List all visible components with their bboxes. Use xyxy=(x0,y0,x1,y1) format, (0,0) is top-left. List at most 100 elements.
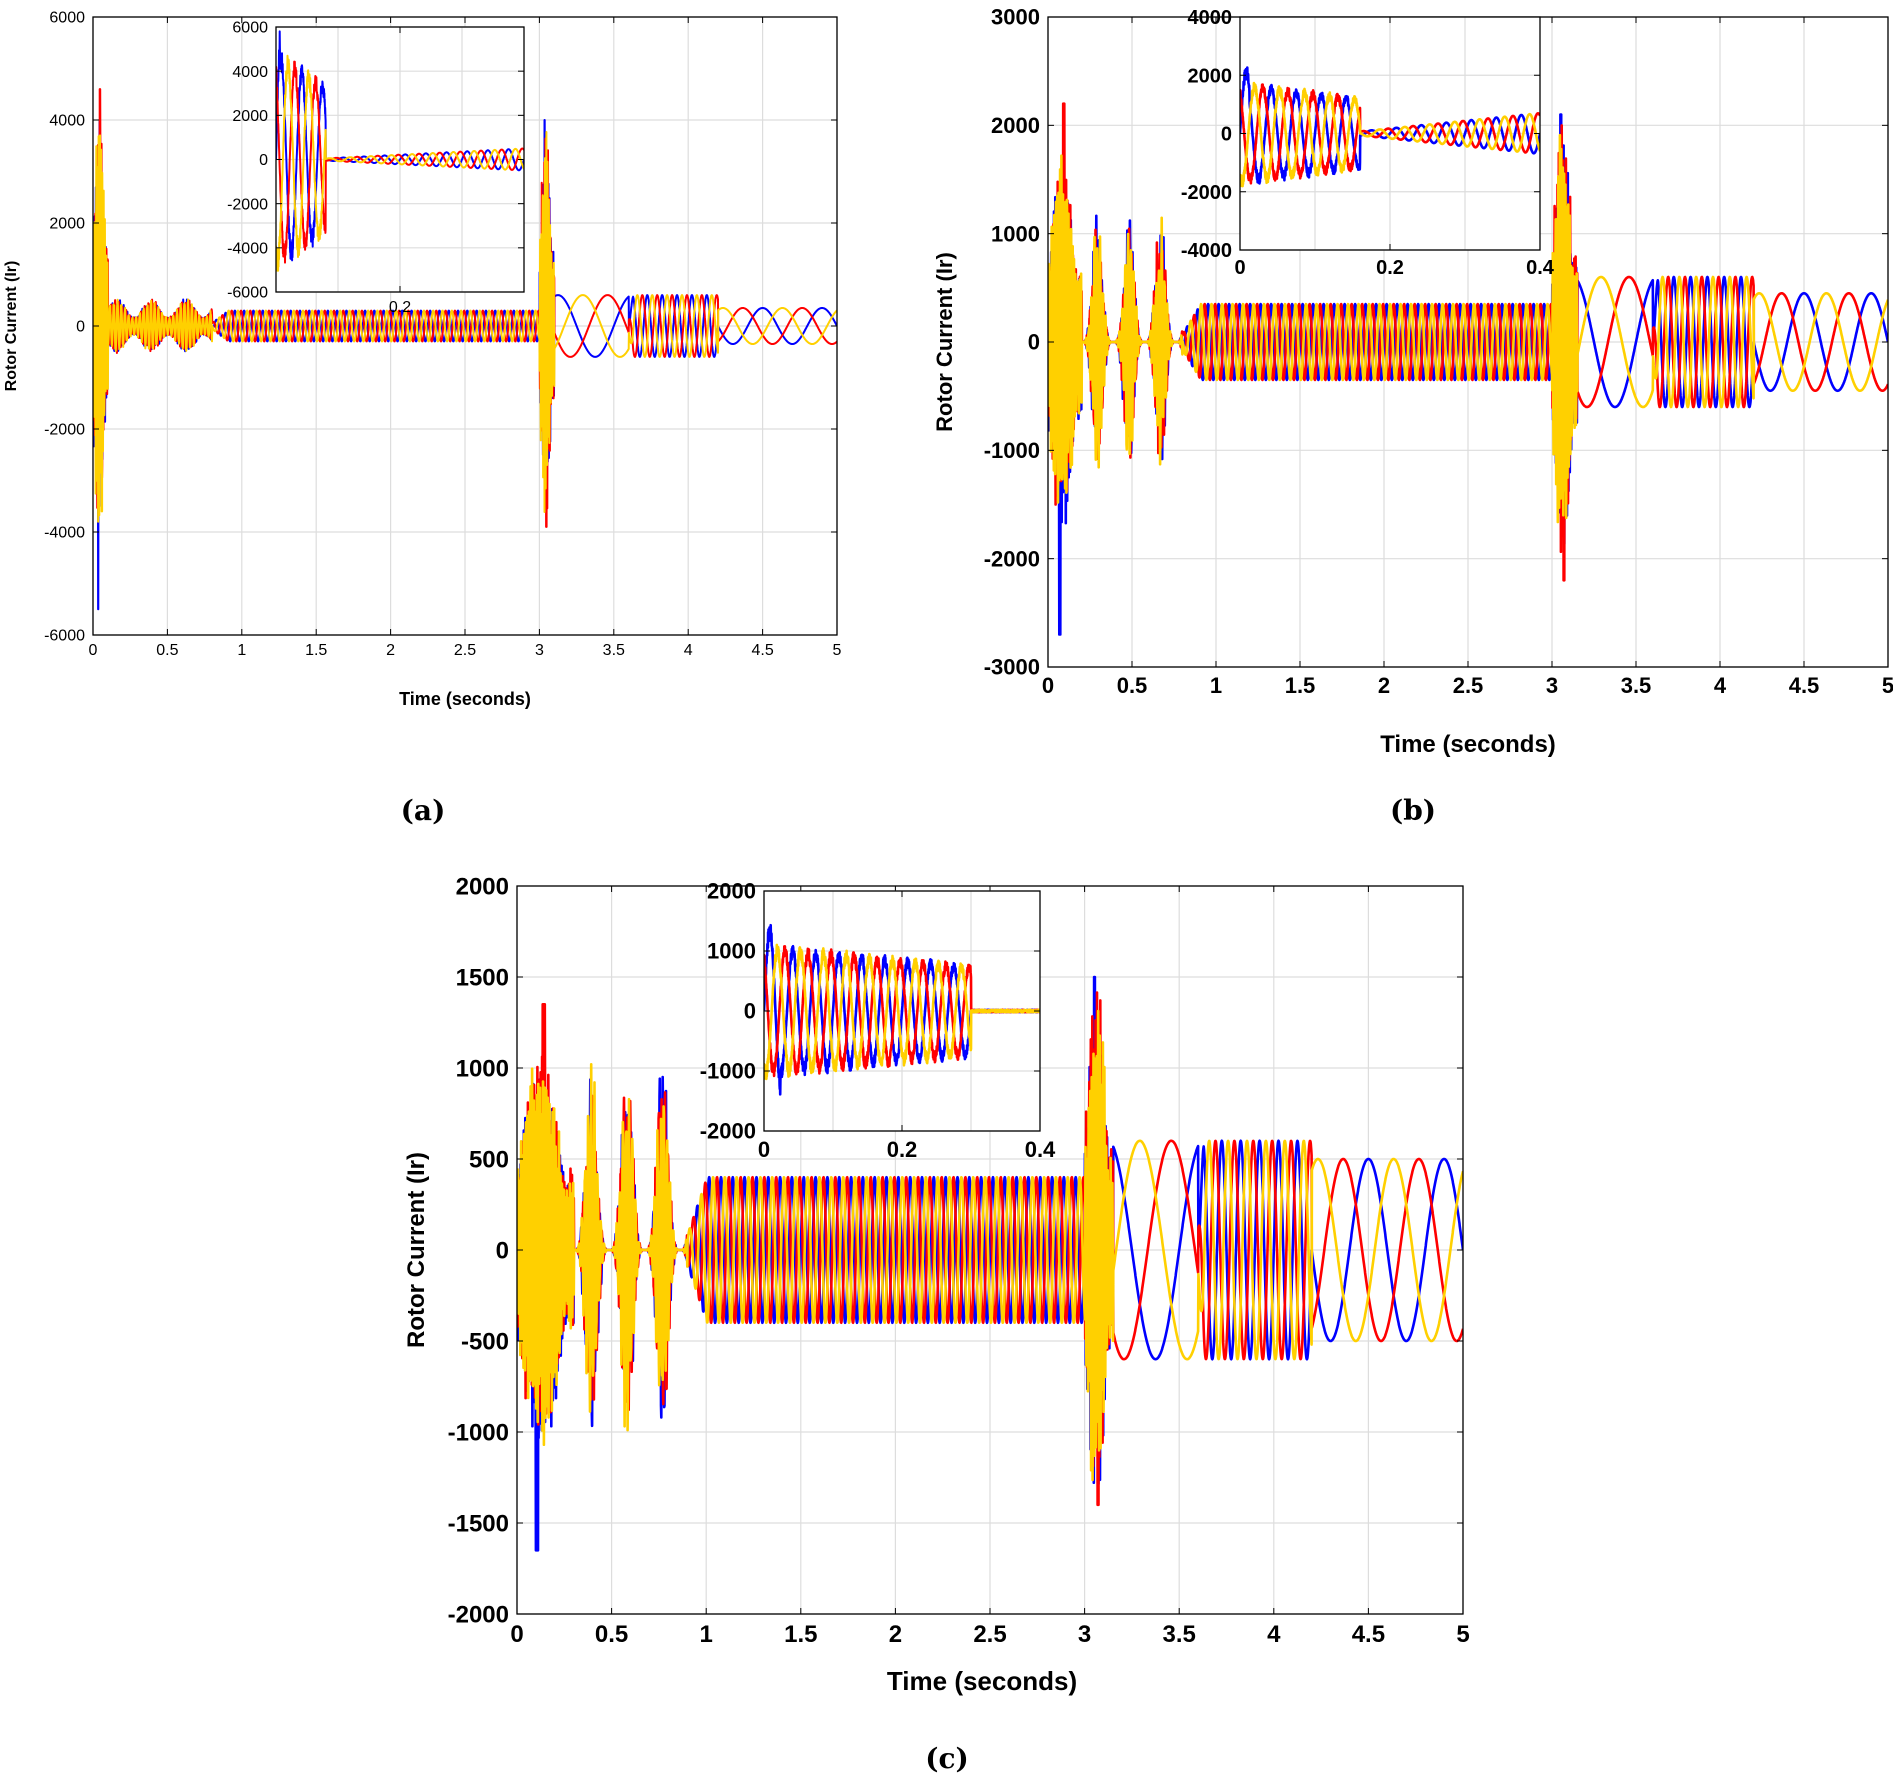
chart-c-ytick-label-3: -500 xyxy=(461,1328,509,1355)
chart-a-ytick-label-1: -4000 xyxy=(44,525,85,542)
chart-b-xtick-label-0: 0 xyxy=(1042,673,1054,698)
chart-a-inset-series-phase-b xyxy=(276,60,524,264)
chart-a-ytick-label-5: 4000 xyxy=(49,113,85,130)
chart-a-xtick-label-6: 3 xyxy=(535,642,544,659)
chart-b-ytick-label-1: -2000 xyxy=(984,546,1040,571)
chart-a-ytick-label-2: -2000 xyxy=(44,422,85,439)
chart-b-inset-xtick-label-2: 0.4 xyxy=(1526,257,1555,279)
chart-a-xtick-label-7: 3.5 xyxy=(603,642,625,659)
chart-c-ytick-label-7: 1500 xyxy=(456,964,509,991)
chart-b-inset-xtick-label-1: 0.2 xyxy=(1376,257,1404,279)
chart-a-inset-ytick-label-5: 4000 xyxy=(232,64,268,81)
chart-b-xtick-label-8: 4 xyxy=(1714,673,1727,698)
chart-b-inset-series-phase-c xyxy=(1240,81,1540,188)
chart-a-inset-ytick-label-0: -6000 xyxy=(227,285,268,302)
chart-c-inset-xtick-label-1: 0.2 xyxy=(887,1137,918,1162)
chart-a-xtick-label-1: 0.5 xyxy=(156,642,178,659)
chart-c-xtick-label-3: 1.5 xyxy=(784,1621,817,1648)
chart-b-ytick-label-6: 3000 xyxy=(991,5,1040,30)
chart-a-ylabel: Rotor Current (Ir) xyxy=(3,261,20,392)
chart-c-xtick-label-2: 1 xyxy=(700,1621,713,1648)
chart-a-inset-ytick-label-1: -4000 xyxy=(227,240,268,257)
chart-c-xtick-label-4: 2 xyxy=(889,1621,902,1648)
chart-b-xtick-label-7: 3.5 xyxy=(1621,673,1652,698)
panel-c: 0 0.5 1 1.5 2 2.5 3 3.5 4 4.5 5 -2000 -1500 -1000 -500… xyxy=(403,873,1470,1696)
chart-b-inset-ytick-label-1: -2000 xyxy=(1181,182,1232,204)
chart-b-inset-xtick-label-0: 0 xyxy=(1234,257,1245,279)
chart-c-xtick-label-5: 2.5 xyxy=(973,1621,1006,1648)
chart-b-inset: 0 0.2 0.4 -4000 -2000 0 2000 4000 xyxy=(1181,7,1555,279)
chart-b-inset-ytick-label-3: 2000 xyxy=(1188,65,1233,87)
chart-b-ytick-label-0: -3000 xyxy=(984,655,1040,680)
chart-b-xlabel: Time (seconds) xyxy=(1380,731,1556,758)
chart-b-inset-series-phase-a xyxy=(1240,66,1540,185)
chart-a-xtick-label-4: 2 xyxy=(386,642,395,659)
panel-a: 0 0.5 1 1.5 2 2.5 3 3.5 4 4.5 5 -6000 -4000 -2000 0 200… xyxy=(3,10,842,709)
chart-b-ylabel: Rotor Current (Ir) xyxy=(932,252,957,432)
caption-a: (a) xyxy=(401,794,446,827)
chart-c-inset-xtick-label-0: 0 xyxy=(758,1137,770,1162)
chart-a-ytick-label-3: 0 xyxy=(76,319,85,336)
chart-c-xtick-label-0: 0 xyxy=(510,1621,523,1648)
chart-b-xtick-label-5: 2.5 xyxy=(1453,673,1484,698)
chart-a-inset-series-phase-c xyxy=(276,54,524,272)
chart-a-series-phase-a xyxy=(93,119,837,611)
chart-b-xtick-label-4: 2 xyxy=(1378,673,1390,698)
chart-c-ytick-label-6: 1000 xyxy=(456,1055,509,1082)
chart-c-xlabel: Time (seconds) xyxy=(887,1666,1077,1696)
chart-c-xtick-label-7: 3.5 xyxy=(1163,1621,1196,1648)
chart-a-xtick-label-9: 4.5 xyxy=(751,642,773,659)
chart-b-inset-ytick-label-4: 4000 xyxy=(1188,7,1233,29)
chart-a-series-phase-b xyxy=(93,88,837,528)
chart-c-ytick-label-2: -1000 xyxy=(448,1419,509,1446)
chart-c-inset-ytick-label-2: 0 xyxy=(744,999,756,1024)
chart-b-xtick-label-2: 1 xyxy=(1210,673,1222,698)
chart-a-xtick-label-0: 0 xyxy=(89,642,98,659)
chart-b-xtick-label-10: 5 xyxy=(1882,673,1893,698)
chart-c-ytick-label-1: -1500 xyxy=(448,1510,509,1537)
chart-b-xtick-label-3: 1.5 xyxy=(1285,673,1316,698)
chart-a-inset-ytick-label-3: 0 xyxy=(259,152,268,169)
chart-a-inset-series-phase-a xyxy=(276,30,524,262)
chart-b-ytick-label-5: 2000 xyxy=(991,113,1040,138)
chart-c-inset-ytick-label-4: 2000 xyxy=(707,879,756,904)
chart-c-ytick-label-8: 2000 xyxy=(456,873,509,900)
chart-c-inset-series-phase-c xyxy=(764,943,1040,1081)
chart-a-xlabel: Time (seconds) xyxy=(399,689,531,709)
caption-b: (b) xyxy=(1390,794,1436,827)
chart-c-inset-ytick-label-1: -1000 xyxy=(700,1059,756,1084)
chart-a-inset-xtick-label-0: 0.2 xyxy=(389,299,411,316)
panel-b: 0 0.5 1 1.5 2 2.5 3 3.5 4 4.5 5 -3000 -2000 -1000 0 100… xyxy=(932,5,1893,758)
chart-a-xtick-label-8: 4 xyxy=(684,642,693,659)
chart-c-ylabel: Rotor Current (Ir) xyxy=(403,1152,430,1348)
chart-c-series-phase-c xyxy=(517,1009,1463,1482)
chart-c-xtick-label-6: 3 xyxy=(1078,1621,1091,1648)
chart-c-inset-xtick-label-2: 0.4 xyxy=(1025,1137,1056,1162)
caption-c: (c) xyxy=(925,1742,969,1775)
chart-b-xtick-label-1: 0.5 xyxy=(1117,673,1148,698)
chart-c-xtick-label-10: 5 xyxy=(1456,1621,1469,1648)
chart-c-inset: 0 0.2 0.4 -2000 -1000 0 1000 2000 xyxy=(700,879,1056,1162)
chart-a-xtick-label-3: 1.5 xyxy=(305,642,327,659)
chart-c-xtick-label-8: 4 xyxy=(1267,1621,1281,1648)
chart-b-ytick-label-3: 0 xyxy=(1028,330,1040,355)
chart-a-series-phase-c xyxy=(93,131,837,523)
chart-b-inset-ytick-label-2: 0 xyxy=(1221,124,1232,146)
chart-a-ytick-label-6: 6000 xyxy=(49,10,85,27)
chart-a-inset: 0.2 -6000 -4000 -2000 0 2000 4000 6000 xyxy=(227,20,525,316)
chart-c-ytick-label-5: 500 xyxy=(469,1146,509,1173)
chart-a-xtick-label-10: 5 xyxy=(833,642,842,659)
chart-a-xtick-label-5: 2.5 xyxy=(454,642,476,659)
chart-b-series-phase-c xyxy=(1048,133,1888,524)
chart-b-series-phase-b xyxy=(1048,102,1888,582)
chart-b-series-phase-a xyxy=(1048,113,1888,636)
chart-c-xtick-label-1: 0.5 xyxy=(595,1621,628,1648)
chart-c-ytick-label-0: -2000 xyxy=(448,1601,509,1628)
chart-c-inset-ytick-label-0: -2000 xyxy=(700,1119,756,1144)
chart-a-inset-ytick-label-2: -2000 xyxy=(227,196,268,213)
chart-c-inset-ytick-label-3: 1000 xyxy=(707,939,756,964)
chart-a-inset-ytick-label-4: 2000 xyxy=(232,108,268,125)
chart-a-ytick-label-0: -6000 xyxy=(44,628,85,645)
chart-b-xtick-label-6: 3 xyxy=(1546,673,1558,698)
